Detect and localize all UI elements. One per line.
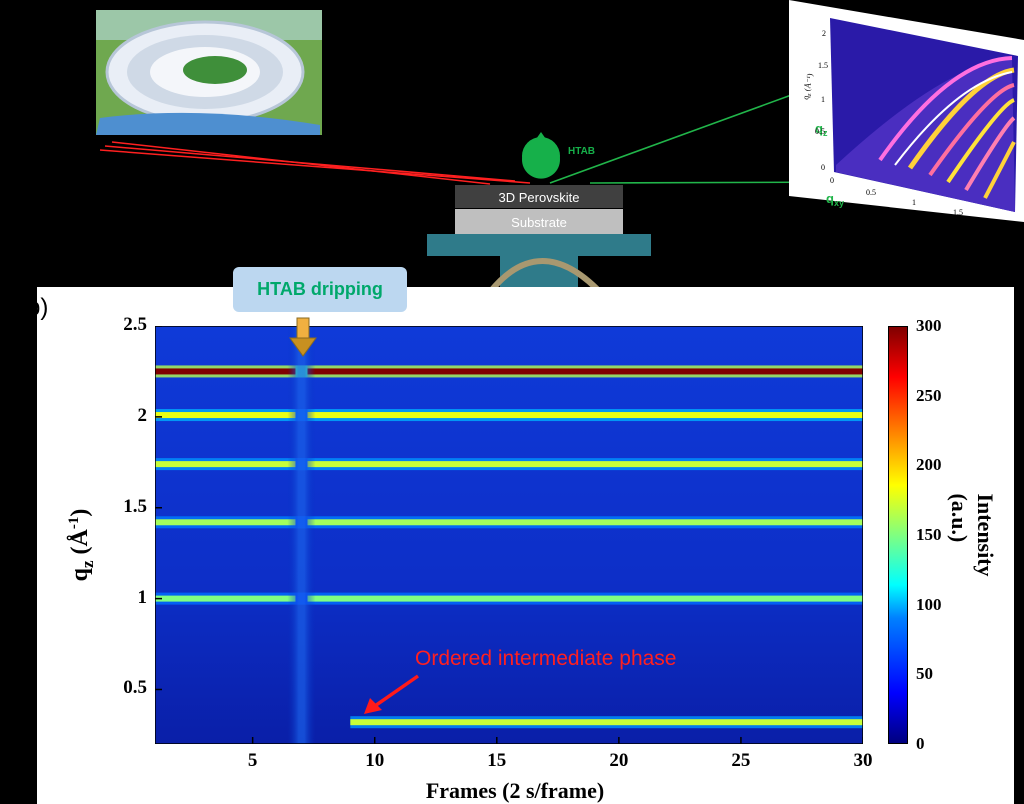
diffraction-band (155, 368, 863, 375)
x-axis-label: Frames (2 s/frame) (425, 778, 605, 803)
y-axis-label: qz (Å-1) (66, 508, 97, 582)
colorbar (888, 326, 908, 744)
inset-x-tick: 0.5 (866, 188, 876, 197)
y-tick-label: 2.5 (123, 314, 147, 335)
inset-y-tick: 2 (822, 29, 826, 38)
inset-y-tick: 0 (821, 163, 825, 172)
intermediate-phase-annotation: Ordered intermediate phase (415, 647, 677, 670)
diffraction-band (155, 412, 863, 419)
y-tick-label: 0.5 (123, 677, 147, 699)
giwaxs-inset: qz qxy qz (Å⁻¹) qr (Å⁻¹) 2 1.5 1 0.5 0 0… (789, 0, 1024, 231)
colorbar-tick-label: 50 (916, 664, 933, 684)
inset-x-axis-label: qr (Å⁻¹) (902, 216, 929, 231)
htab-label: HTAB (568, 146, 595, 157)
inset-y-tick: 1 (821, 95, 825, 104)
heatmap-background (155, 326, 863, 744)
synchrotron-image (96, 10, 322, 135)
heatmap-plot (155, 326, 863, 744)
x-tick-label: 30 (853, 750, 873, 771)
inset-y-axis-label: qz (Å⁻¹) (801, 72, 816, 100)
colorbar-tick-label: 200 (916, 455, 942, 475)
colorbar-tick-label: 300 (916, 316, 942, 335)
spin-stage (427, 234, 651, 256)
htab-dripping-callout: HTAB dripping (233, 267, 407, 312)
x-tick-label: 10 (365, 750, 385, 771)
y-tick-label: 2 (137, 404, 148, 426)
diffraction-band (155, 461, 863, 468)
annotation-arrow-icon (364, 674, 419, 714)
colorbar-tick-label: 250 (916, 385, 942, 405)
drip-arrow-icon (289, 317, 317, 357)
diffraction-band (155, 519, 863, 526)
x-tick-label: 20 (609, 750, 629, 771)
colorbar-tick-label: 150 (916, 525, 942, 544)
inset-qxy-label: qxy (826, 191, 844, 208)
drip-disturbance (287, 326, 316, 744)
inset-x-tick: 1 (912, 198, 916, 207)
incident-beam (99, 141, 531, 185)
htab-droplet-icon (522, 132, 560, 179)
rotation-arrow-icon (487, 258, 603, 290)
inset-x-tick: 0 (830, 176, 834, 185)
perovskite-layer-label: 3D Perovskite (499, 190, 580, 205)
inset-qz-label: qz (815, 121, 828, 138)
diffraction-band (155, 595, 863, 602)
colorbar-label: Intensity (a.u.) (947, 493, 998, 577)
x-tick-label: 25 (731, 750, 751, 771)
inset-x-tick: 1.5 (953, 208, 963, 217)
colorbar-tick-label: 0 (916, 734, 925, 753)
inset-y-tick: 0.5 (815, 127, 825, 136)
colorbar-tick-label: 100 (916, 594, 942, 614)
x-tick-label: 15 (487, 750, 507, 771)
experiment-schematic: HTAB 3D Perovskite Substrate qz qxy qz (… (96, 0, 1024, 290)
diffraction-band (350, 719, 863, 726)
inset-y-tick: 1.5 (818, 61, 828, 70)
panel-label: b) (27, 294, 49, 321)
perovskite-layer (455, 185, 623, 208)
x-tick-label: 5 (247, 750, 258, 771)
substrate-layer-label: Substrate (511, 215, 567, 230)
y-tick-label: 1 (137, 586, 148, 608)
inset-x-tick: 2 (991, 220, 995, 229)
y-tick-label: 1.5 (123, 495, 147, 517)
substrate-layer (455, 209, 623, 234)
